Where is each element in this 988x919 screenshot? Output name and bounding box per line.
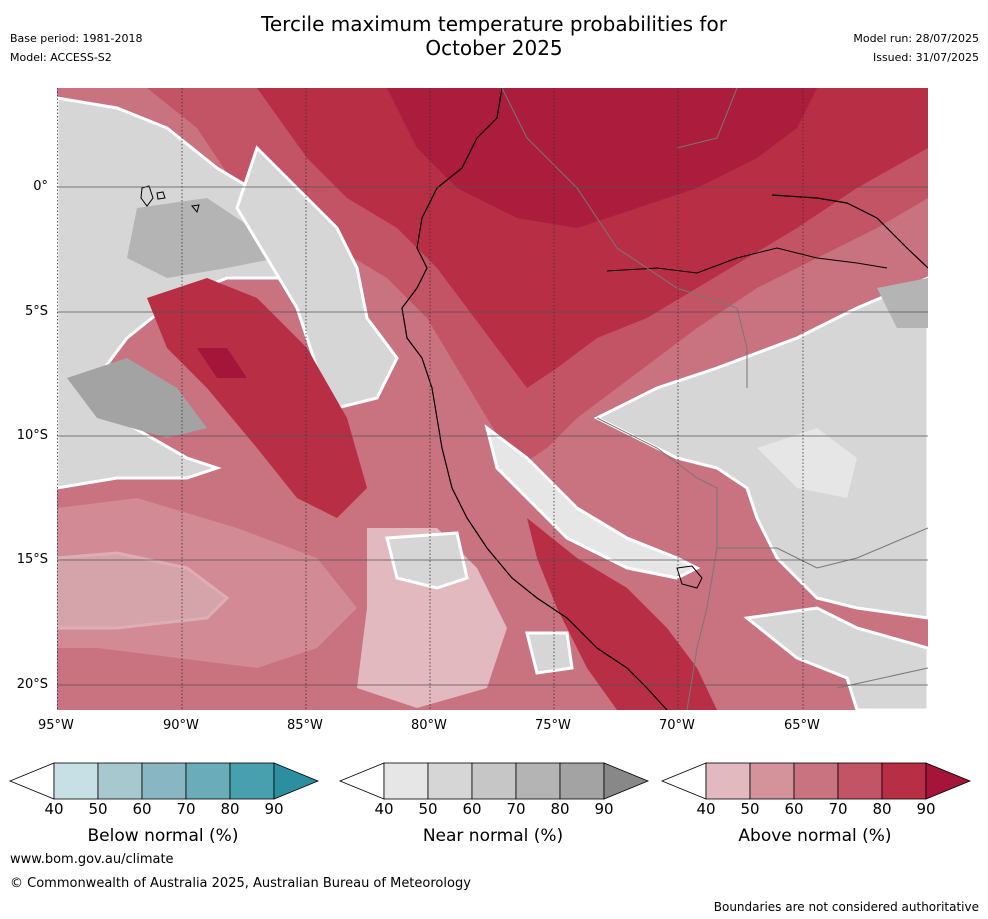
lat-label: 10°S bbox=[16, 428, 48, 443]
colorbar-min-triangle bbox=[8, 762, 55, 800]
colorbar-below bbox=[8, 762, 320, 800]
near-70-galapagos bbox=[127, 198, 277, 278]
lat-label: 0° bbox=[33, 179, 48, 194]
latitude-gridlines bbox=[57, 186, 928, 686]
colorbar-min-triangle bbox=[660, 762, 707, 800]
issued-text: Issued: 31/07/2025 bbox=[872, 51, 979, 64]
near-normal-patch-small bbox=[525, 631, 574, 675]
colorbar-tick-label: 70 bbox=[176, 800, 196, 818]
colorbar-tick-label: 70 bbox=[506, 800, 526, 818]
country-border-4 bbox=[717, 527, 928, 569]
lat-label: 5°S bbox=[24, 304, 48, 319]
lat-label: 20°S bbox=[16, 677, 48, 692]
longitude-gridlines bbox=[57, 88, 804, 710]
galapagos-island-2 bbox=[156, 191, 166, 200]
colorbar-tick-label: 80 bbox=[220, 800, 240, 818]
lon-label: 95°W bbox=[38, 718, 74, 733]
colorbar-tick-label: 90 bbox=[594, 800, 614, 818]
colorbar-tick-label: 50 bbox=[88, 800, 108, 818]
colorbar-max-triangle bbox=[273, 762, 320, 800]
colorbar-min-triangle bbox=[338, 762, 385, 800]
map-title: Tercile maximum temperature probabilitie… bbox=[0, 12, 988, 60]
colorbar-near-label: Near normal (%) bbox=[422, 826, 564, 846]
colorbar-tick-label: 90 bbox=[264, 800, 284, 818]
disclaimer-text: Boundaries are not considered authoritat… bbox=[713, 900, 979, 914]
colorbar-segment bbox=[229, 762, 275, 800]
galapagos-island-1 bbox=[140, 185, 154, 207]
galapagos-island-3 bbox=[191, 204, 200, 214]
colorbar-segment bbox=[705, 762, 751, 800]
website-url[interactable]: www.bom.gov.au/climate bbox=[10, 852, 174, 867]
near-normal-offshore bbox=[235, 145, 399, 410]
colorbar-segment bbox=[793, 762, 839, 800]
colorbar-tick-label: 80 bbox=[872, 800, 892, 818]
colorbar-tick-label: 50 bbox=[740, 800, 760, 818]
lat-label: 15°S bbox=[16, 552, 48, 567]
lon-label: 65°W bbox=[784, 718, 820, 733]
colorbar-segment bbox=[837, 762, 883, 800]
colorbar-tick-label: 40 bbox=[696, 800, 716, 818]
lon-label: 75°W bbox=[535, 718, 571, 733]
lake-titicaca bbox=[676, 565, 703, 589]
colorbar-above-label: Above normal (%) bbox=[738, 826, 892, 846]
colorbar-tick-label: 50 bbox=[418, 800, 438, 818]
country-border-1 bbox=[501, 88, 748, 388]
above-80-north bbox=[257, 88, 928, 388]
base-period-text: Base period: 1981-2018 bbox=[10, 32, 143, 45]
colorbar-max-triangle bbox=[925, 762, 972, 800]
colorbars-graphic bbox=[8, 762, 972, 800]
probability-map bbox=[57, 88, 928, 710]
lon-label: 90°W bbox=[163, 718, 199, 733]
above-90-north bbox=[387, 88, 817, 228]
near-70-east bbox=[877, 278, 928, 328]
colorbar-below-label: Below normal (%) bbox=[87, 826, 239, 846]
colorbar-tick-label: 70 bbox=[828, 800, 848, 818]
colorbar-tick-label: 40 bbox=[374, 800, 394, 818]
colorbar-tick-label: 80 bbox=[550, 800, 570, 818]
colorbar-above bbox=[660, 762, 972, 800]
colorbar-tick-label: 60 bbox=[462, 800, 482, 818]
near-normal-patch-south bbox=[385, 531, 469, 590]
colorbar-segment bbox=[383, 762, 429, 800]
lon-label: 70°W bbox=[659, 718, 695, 733]
colorbar-tick-label: 40 bbox=[44, 800, 64, 818]
amazon-river bbox=[771, 194, 928, 269]
model-text: Model: ACCESS-S2 bbox=[10, 51, 112, 64]
model-run-text: Model run: 28/07/2025 bbox=[853, 32, 979, 45]
inland-river bbox=[606, 247, 888, 274]
lon-label: 85°W bbox=[287, 718, 323, 733]
near-normal-coastal-strip bbox=[484, 424, 701, 580]
colorbar-tick-label: 60 bbox=[132, 800, 152, 818]
near-80-west bbox=[67, 358, 207, 438]
above-80-andes bbox=[527, 518, 717, 710]
colorbar-segment bbox=[97, 762, 143, 800]
colorbar-segment bbox=[471, 762, 517, 800]
colorbar-tick-label: 60 bbox=[784, 800, 804, 818]
country-border-2 bbox=[676, 88, 738, 149]
colorbar-tick-label: 90 bbox=[916, 800, 936, 818]
country-border-3 bbox=[596, 417, 718, 710]
colorbar-segment bbox=[185, 762, 231, 800]
above-80-west bbox=[147, 278, 367, 518]
colorbar-segment bbox=[141, 762, 187, 800]
coastline bbox=[401, 88, 668, 710]
colorbar-near bbox=[338, 762, 650, 800]
colorbar-segment bbox=[53, 762, 99, 800]
colorbar-max-triangle bbox=[603, 762, 650, 800]
title-line-2: October 2025 bbox=[425, 36, 563, 60]
colorbar-segment bbox=[515, 762, 561, 800]
copyright-text: © Commonwealth of Australia 2025, Austra… bbox=[10, 876, 471, 891]
near-normal-southeast bbox=[743, 606, 928, 710]
near-40-east bbox=[757, 428, 857, 498]
colorbar-segment bbox=[749, 762, 795, 800]
lon-label: 80°W bbox=[411, 718, 447, 733]
title-line-1: Tercile maximum temperature probabilitie… bbox=[261, 12, 727, 36]
above-50-west bbox=[57, 498, 357, 668]
colorbar-segment bbox=[881, 762, 927, 800]
colorbar-segment bbox=[559, 762, 605, 800]
above-90-west bbox=[197, 348, 247, 378]
colorbar-segment bbox=[427, 762, 473, 800]
